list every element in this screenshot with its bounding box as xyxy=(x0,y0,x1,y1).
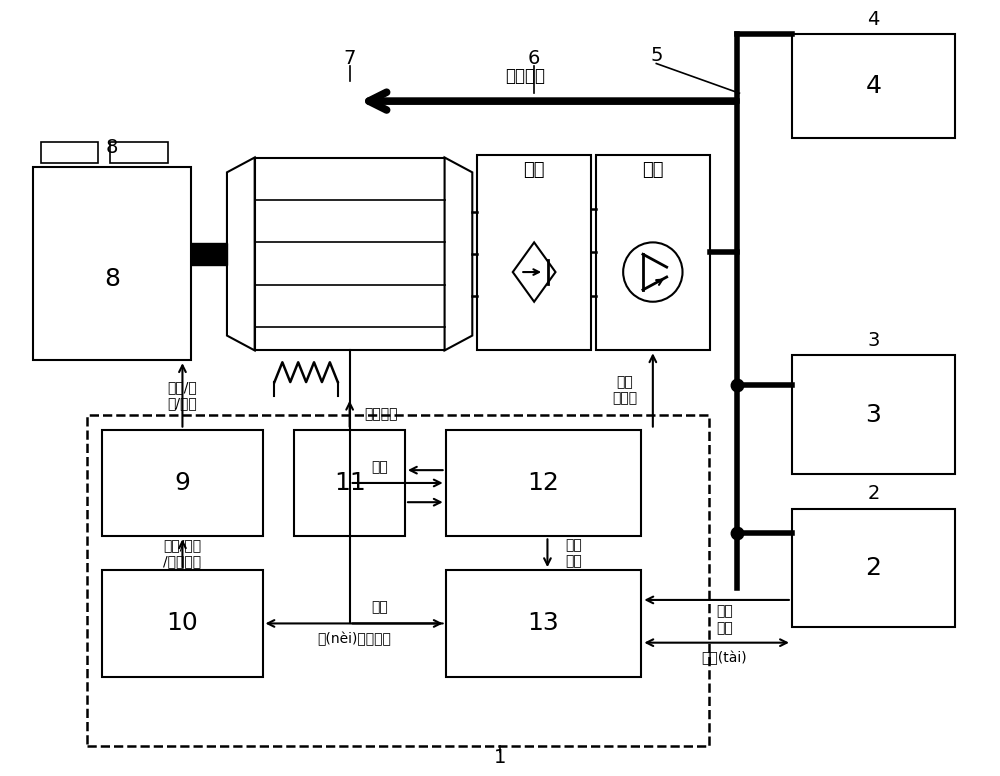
Text: 10: 10 xyxy=(167,611,198,636)
Polygon shape xyxy=(445,158,472,351)
Text: 轉速: 轉速 xyxy=(371,601,388,615)
Bar xyxy=(446,430,641,536)
Text: 進氣/噴油
/點火目標: 進氣/噴油 /點火目標 xyxy=(163,538,202,568)
Text: 12: 12 xyxy=(528,471,559,495)
Bar xyxy=(191,243,227,265)
Text: 整流: 整流 xyxy=(523,161,545,179)
Polygon shape xyxy=(513,242,555,302)
Text: 進氣/噴
油/點火: 進氣/噴 油/點火 xyxy=(168,379,197,410)
Text: 內(nèi)燃機扭矩: 內(nèi)燃機扭矩 xyxy=(317,632,391,646)
Bar xyxy=(87,414,709,746)
Bar xyxy=(792,34,955,137)
Text: 13: 13 xyxy=(528,611,559,636)
Text: 4: 4 xyxy=(865,74,881,98)
Bar xyxy=(33,168,191,360)
Text: 逆變
占空比: 逆變 占空比 xyxy=(613,375,638,405)
Text: 8: 8 xyxy=(106,138,118,157)
Bar xyxy=(102,430,263,536)
Bar xyxy=(792,509,955,628)
Text: 9: 9 xyxy=(175,471,190,495)
Text: 起動
指令: 起動 指令 xyxy=(716,605,733,635)
Text: 狀態(tài): 狀態(tài) xyxy=(702,651,747,666)
Text: 7: 7 xyxy=(343,49,356,68)
Bar xyxy=(596,154,710,351)
Circle shape xyxy=(623,242,683,302)
Bar xyxy=(255,158,445,351)
Text: 能量流向: 能量流向 xyxy=(505,68,545,85)
Text: 2: 2 xyxy=(865,556,881,580)
Text: 2: 2 xyxy=(867,484,880,504)
Text: 電機
扭矩: 電機 扭矩 xyxy=(565,538,582,568)
Text: 逆變: 逆變 xyxy=(642,161,664,179)
Text: 3: 3 xyxy=(867,331,880,350)
Bar xyxy=(446,570,641,677)
Text: 勵磁電流: 勵磁電流 xyxy=(365,407,398,421)
Bar xyxy=(477,154,591,351)
Bar xyxy=(110,142,168,164)
Text: 11: 11 xyxy=(334,471,366,495)
Text: 6: 6 xyxy=(528,49,540,68)
Polygon shape xyxy=(227,158,255,351)
Text: 4: 4 xyxy=(867,9,880,29)
Text: 8: 8 xyxy=(104,267,120,291)
Bar xyxy=(792,355,955,474)
Bar xyxy=(102,570,263,677)
Text: 1: 1 xyxy=(494,749,506,767)
Text: 3: 3 xyxy=(866,403,881,427)
Text: 轉速: 轉速 xyxy=(371,460,388,474)
Text: 5: 5 xyxy=(650,46,663,65)
Bar xyxy=(294,430,405,536)
Bar xyxy=(41,142,98,164)
